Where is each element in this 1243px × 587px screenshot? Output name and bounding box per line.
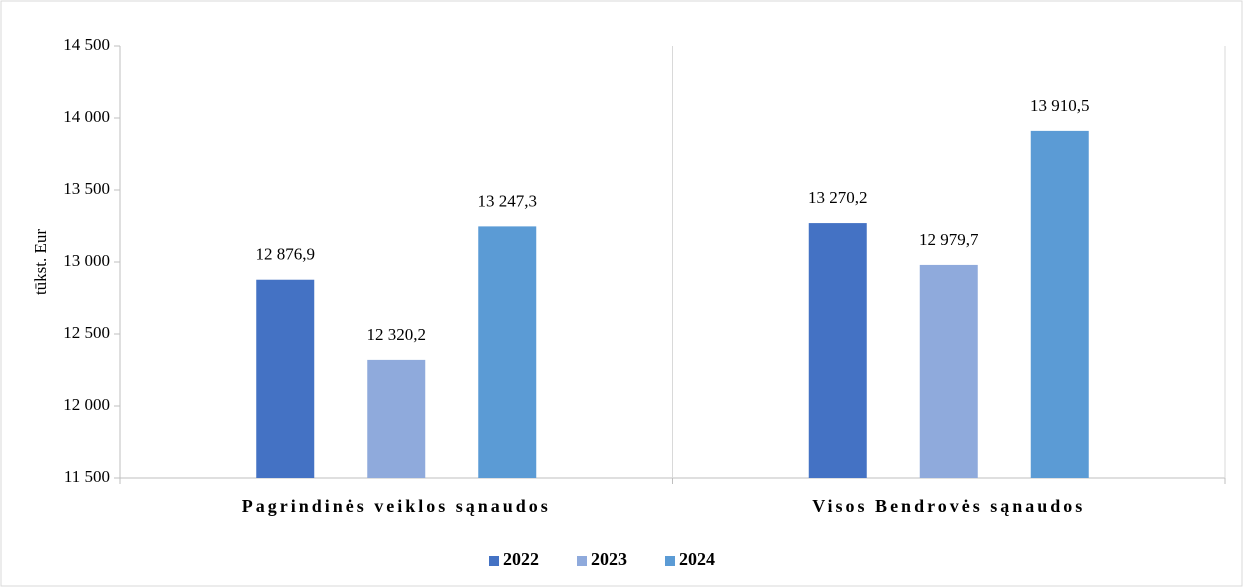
y-tick-label: 13 000 (63, 251, 110, 270)
data-label: 13 910,5 (1030, 96, 1090, 115)
y-tick-label: 14 500 (63, 35, 110, 54)
data-label: 13 270,2 (808, 188, 868, 207)
y-axis-label: tūkst. Eur (31, 229, 50, 295)
legend-label: 2024 (679, 549, 715, 569)
bar (808, 223, 867, 478)
bar (1030, 130, 1089, 478)
data-label: 12 979,7 (919, 230, 979, 249)
x-tick-label: Visos Bendrovės sąnaudos (812, 496, 1085, 516)
bar (919, 264, 978, 478)
y-tick-label: 12 000 (63, 395, 110, 414)
y-tick-label: 14 000 (63, 107, 110, 126)
y-tick-label: 13 500 (63, 179, 110, 198)
legend-label: 2023 (591, 549, 627, 569)
y-tick-label: 11 500 (64, 467, 110, 486)
bar (367, 359, 426, 478)
data-label: 13 247,3 (478, 191, 538, 210)
legend-swatch (489, 556, 499, 566)
legend-label: 2022 (503, 549, 539, 569)
bar (478, 226, 537, 478)
legend-swatch (665, 556, 675, 566)
legend-swatch (577, 556, 587, 566)
data-label: 12 876,9 (256, 245, 316, 264)
x-tick-label: Pagrindinės veiklos sąnaudos (242, 496, 551, 516)
bar (256, 279, 315, 478)
data-label: 12 320,2 (367, 325, 427, 344)
y-tick-label: 12 500 (63, 323, 110, 342)
